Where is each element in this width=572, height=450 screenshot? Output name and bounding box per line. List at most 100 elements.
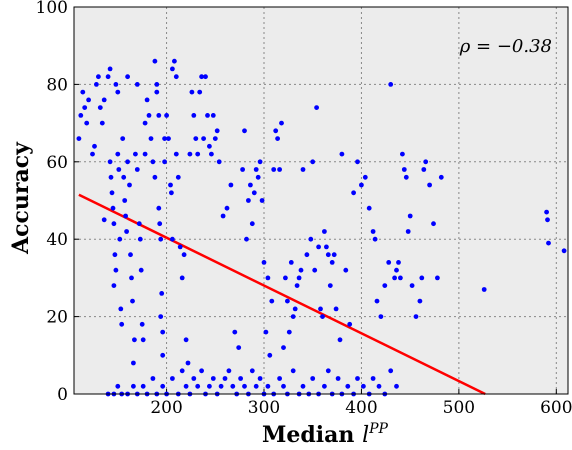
- data-point: [257, 376, 263, 381]
- data-point: [265, 383, 271, 389]
- data-point: [122, 198, 128, 203]
- data-point: [158, 236, 164, 242]
- x-axis-title-superscript: PP: [368, 421, 388, 437]
- data-point: [359, 182, 364, 188]
- data-point: [142, 120, 148, 126]
- data-point: [366, 205, 372, 211]
- data-point: [435, 275, 440, 281]
- data-point: [214, 128, 220, 134]
- data-point: [355, 159, 360, 165]
- data-point: [398, 275, 403, 281]
- data-point: [232, 329, 238, 335]
- data-point: [218, 383, 224, 389]
- data-point: [392, 275, 397, 281]
- data-point: [131, 360, 136, 366]
- data-point: [236, 345, 242, 350]
- data-point: [101, 217, 107, 223]
- data-point: [94, 82, 99, 87]
- data-point: [322, 229, 327, 234]
- data-point: [90, 151, 95, 157]
- data-point: [92, 143, 97, 149]
- data-points: [76, 58, 567, 397]
- y-tick-label: 40: [46, 230, 68, 250]
- y-axis-title: Accuracy: [8, 141, 34, 255]
- data-point: [207, 383, 212, 389]
- data-point: [140, 383, 146, 389]
- data-point: [292, 306, 298, 312]
- data-point: [191, 376, 197, 381]
- data-point: [294, 283, 300, 288]
- data-point: [99, 120, 105, 126]
- data-point: [164, 113, 170, 118]
- data-point: [144, 97, 150, 103]
- data-point: [329, 260, 335, 265]
- data-point: [157, 221, 163, 227]
- data-point: [351, 190, 356, 196]
- data-point: [159, 291, 165, 296]
- data-point: [314, 105, 319, 110]
- data-point: [388, 82, 394, 87]
- x-axis-title: Median lPP: [262, 421, 388, 448]
- data-point: [131, 383, 136, 389]
- data-point: [226, 368, 232, 374]
- data-point: [210, 113, 216, 118]
- data-point: [199, 74, 205, 80]
- data-point: [133, 151, 138, 157]
- data-point: [172, 58, 177, 64]
- data-point: [296, 275, 302, 281]
- data-point: [156, 113, 162, 118]
- y-tick-label: 20: [46, 308, 68, 328]
- data-point: [335, 376, 341, 381]
- x-tick-labels: 200 300 400 500 600: [150, 398, 572, 418]
- data-point: [325, 252, 331, 258]
- data-point: [378, 314, 384, 319]
- data-point: [281, 383, 286, 389]
- y-tick-label: 100: [36, 0, 68, 18]
- data-point: [283, 275, 288, 281]
- data-point: [267, 352, 273, 358]
- data-point: [298, 267, 304, 273]
- data-point: [222, 376, 228, 381]
- data-point: [128, 252, 133, 258]
- data-point: [181, 252, 187, 258]
- data-point: [288, 260, 294, 265]
- data-point: [162, 136, 168, 142]
- data-point: [183, 337, 189, 343]
- data-point: [310, 159, 316, 165]
- data-point: [318, 306, 323, 312]
- data-point: [431, 221, 436, 227]
- data-point: [339, 151, 345, 157]
- data-point: [546, 240, 551, 246]
- data-point: [545, 217, 550, 223]
- data-point: [115, 383, 121, 389]
- data-point: [394, 267, 399, 273]
- data-point: [242, 128, 247, 134]
- data-point: [248, 182, 253, 188]
- data-point: [119, 321, 125, 327]
- data-point: [125, 74, 130, 80]
- data-point: [316, 244, 321, 250]
- data-point: [150, 376, 156, 381]
- data-point: [343, 267, 349, 273]
- data-point: [138, 267, 144, 273]
- data-point: [255, 174, 261, 180]
- data-point: [146, 113, 152, 118]
- data-point: [108, 174, 114, 180]
- data-point: [337, 337, 343, 343]
- data-point: [561, 248, 567, 254]
- data-point: [134, 82, 140, 87]
- data-point: [400, 151, 405, 157]
- data-point: [195, 151, 201, 157]
- data-point: [322, 383, 327, 389]
- data-point: [113, 267, 119, 273]
- x-tick-label: 500: [443, 398, 475, 418]
- data-point: [207, 143, 212, 149]
- data-point: [140, 337, 146, 343]
- data-point: [300, 167, 306, 172]
- data-point: [162, 159, 168, 165]
- data-point: [253, 167, 259, 172]
- data-point: [177, 244, 183, 250]
- data-point: [286, 329, 292, 335]
- data-point: [132, 337, 137, 343]
- data-point: [212, 136, 218, 142]
